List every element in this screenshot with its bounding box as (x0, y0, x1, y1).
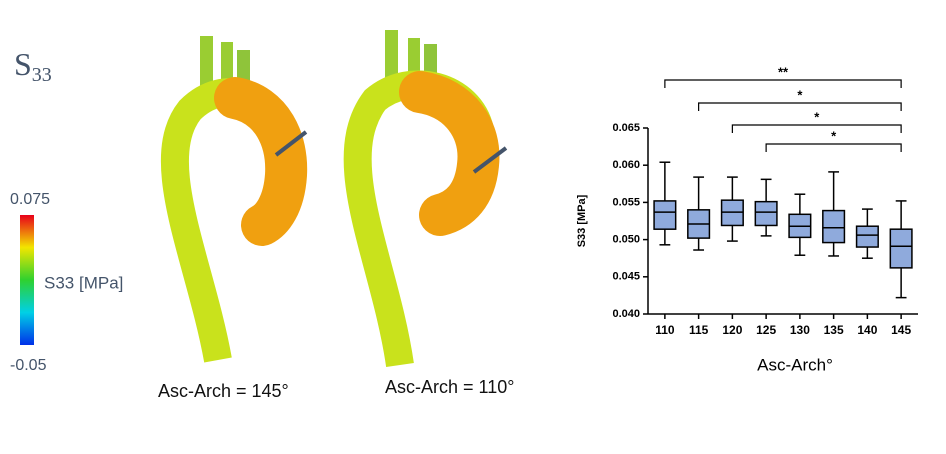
plot: 0.040 0.045 0.050 0.055 0.060 0.065 110 115 120 1… (612, 64, 918, 337)
y-tick-label: 0.045 (612, 271, 640, 283)
significance-label: * (831, 128, 837, 143)
caption: Asc-Arch = 110° (385, 377, 514, 397)
box (754, 200, 778, 227)
x-tick-label: 125 (756, 323, 776, 337)
y-tick-label: 0.065 (612, 122, 640, 134)
y-tick-label: 0.050 (612, 234, 640, 246)
aorta-110 (343, 30, 508, 367)
significance-bracket (765, 143, 902, 152)
colorbar (20, 215, 34, 345)
caption: Asc-Arch = 145° (158, 381, 289, 401)
panel-label-main: S (14, 46, 32, 82)
y-tick-label: 0.055 (612, 196, 640, 208)
significance-bracket (698, 102, 902, 111)
box (855, 225, 879, 248)
panel-label-sub: 33 (32, 64, 52, 86)
panel-label: S33 (14, 46, 52, 85)
x-axis-label: Asc-Arch° (757, 355, 833, 374)
x-tick-label: 115 (689, 323, 709, 337)
significance-label: * (814, 109, 820, 124)
x-tick-label: 140 (857, 323, 877, 337)
y-tick-label: 0.040 (612, 308, 640, 320)
x-tick-label: 130 (790, 323, 810, 337)
significance-bracket (664, 79, 902, 88)
box (889, 228, 913, 269)
arch-stress (214, 77, 308, 246)
y-axis-label: S33 [MPa] (576, 194, 588, 247)
arrow (472, 146, 508, 174)
colorbar-label: S33 [MPa] (44, 273, 123, 292)
y-tick-label: 0.060 (612, 159, 640, 171)
x-tick-label: 120 (722, 323, 742, 337)
x-tick-label: 145 (891, 323, 911, 337)
colorbar-min: -0.05 (10, 357, 47, 374)
significance-label: * (797, 87, 803, 102)
colorbar-max: 0.075 (10, 191, 50, 208)
significance-label: ** (778, 64, 789, 79)
vessel (200, 36, 213, 96)
x-tick-label: 110 (655, 323, 675, 337)
significance-bracket (731, 124, 902, 133)
arch-stress (399, 71, 500, 236)
arrow (274, 130, 308, 157)
aorta-145 (160, 36, 308, 363)
x-tick-label: 135 (824, 323, 844, 337)
box (822, 209, 846, 244)
box (653, 200, 677, 230)
